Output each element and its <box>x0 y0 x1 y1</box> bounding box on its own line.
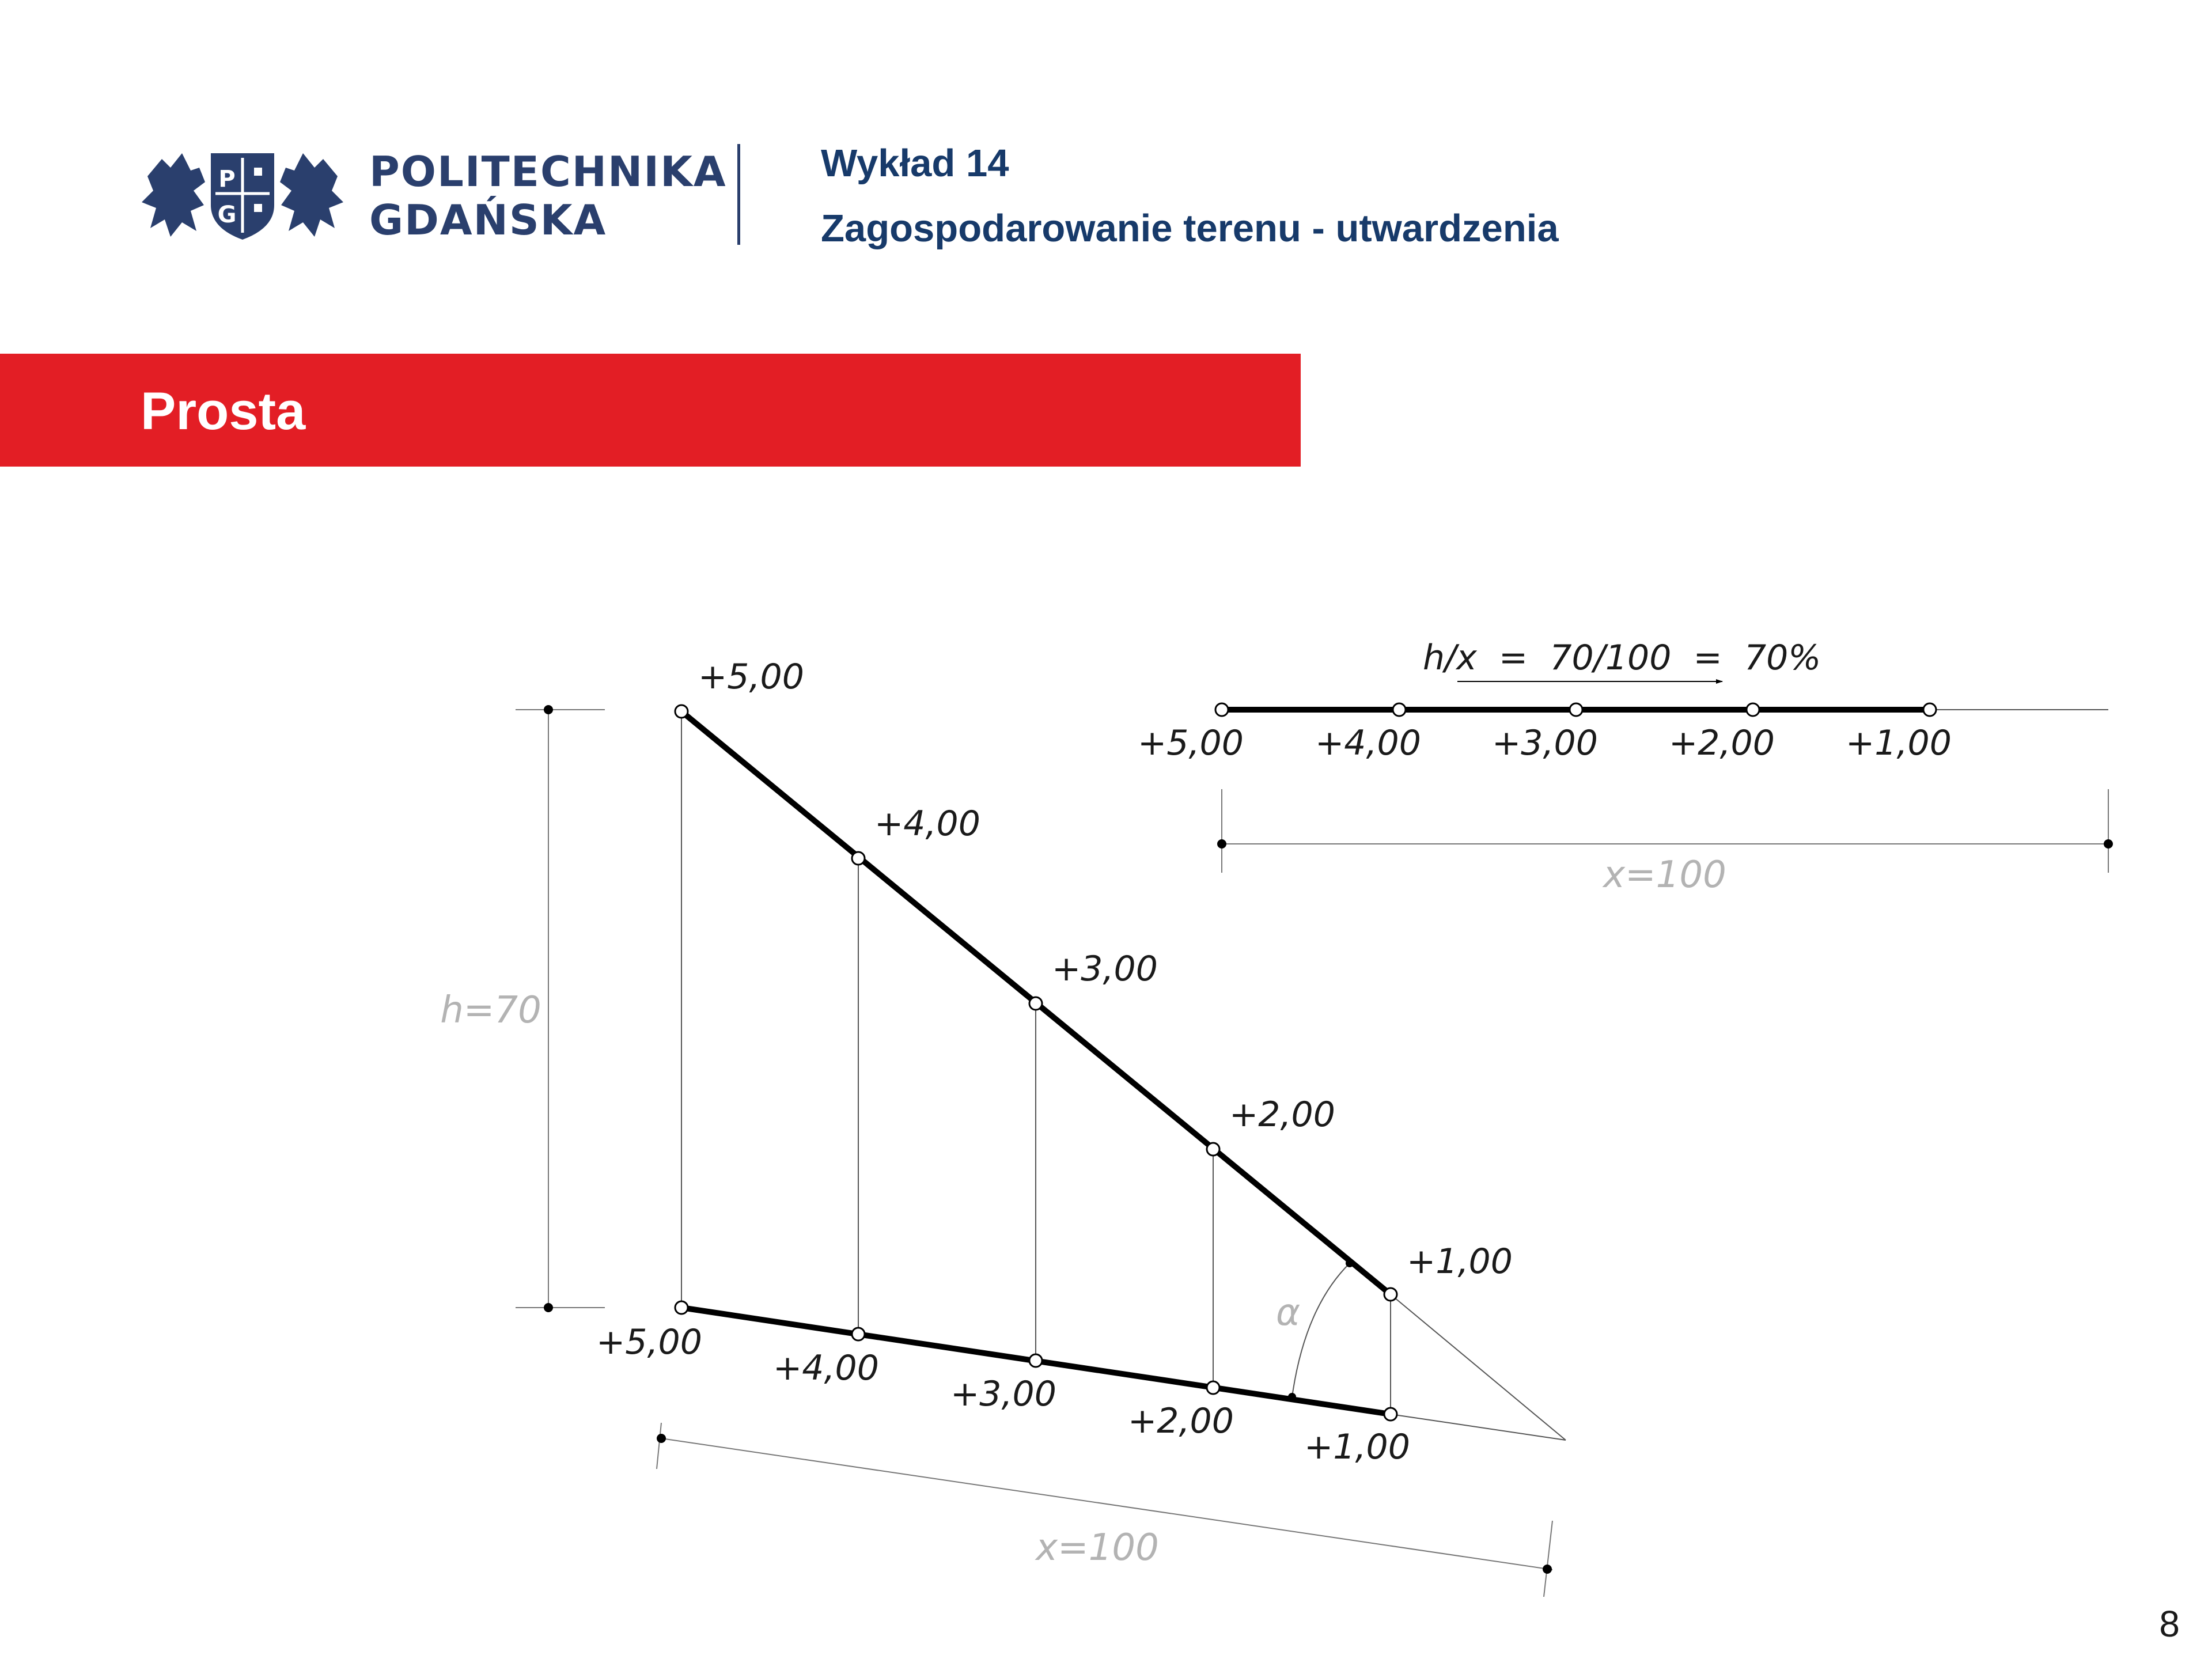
plan-point-2 <box>1392 702 1407 717</box>
slope-label-4: +2,00 <box>1229 1094 1335 1135</box>
plan-length-dim-label: x=100 <box>1602 854 1726 896</box>
plan-length-dimension: x=100 <box>1217 789 2113 896</box>
logo-wordmark: POLITECHNIKA GDAŃSKA <box>369 147 727 244</box>
plan-point-5 <box>1922 702 1937 717</box>
section-title: Prosta <box>141 382 306 441</box>
shield-letter-g: G <box>218 202 237 228</box>
politechnika-gdanska-logo: P G POLITECHNIKA GDAŃSKA <box>136 136 726 251</box>
height-dim-label: h=70 <box>440 989 541 1032</box>
angle-label: α <box>1276 1291 1300 1334</box>
plan-label-3: +3,00 <box>1492 723 1598 763</box>
section-banner: Prosta <box>0 354 1301 467</box>
page-number: 8 <box>2159 1603 2180 1645</box>
projection-lines <box>681 711 1391 1414</box>
slope-label-5: +1,00 <box>1407 1241 1513 1282</box>
length-dimension: x=100 <box>656 1422 1553 1597</box>
slope-point-5 <box>1383 1287 1398 1302</box>
plan-label-4: +2,00 <box>1669 723 1775 763</box>
base-label-5: +1,00 <box>1304 1427 1410 1467</box>
slope-label-1: +5,00 <box>698 657 804 697</box>
plan-point-3 <box>1569 702 1584 717</box>
base-point-1 <box>674 1300 689 1315</box>
base-point-2 <box>851 1327 866 1342</box>
slope-formula: h/x = 70/100 = 70% <box>1423 638 1821 678</box>
base-label-3: +3,00 <box>950 1374 1056 1414</box>
plan-label-2: +4,00 <box>1315 723 1421 763</box>
lecture-topic: Zagospodarowanie terenu - utwardzenia <box>821 207 1559 250</box>
length-dim-label: x=100 <box>1035 1527 1159 1569</box>
header-divider <box>737 144 740 245</box>
griffin-shield-emblem-icon: P G <box>142 153 343 240</box>
base-point-5 <box>1383 1407 1398 1422</box>
base-point-4 <box>1206 1380 1221 1395</box>
slope-point-1 <box>674 704 689 719</box>
plan-label-1: +5,00 <box>1138 723 1244 763</box>
base-label-4: +2,00 <box>1128 1401 1234 1441</box>
logo-line-1: POLITECHNIKA <box>369 147 727 196</box>
angle-arc <box>1291 1263 1350 1397</box>
construction-lines <box>1390 1294 1566 1441</box>
slope-label-3: +3,00 <box>1052 949 1158 989</box>
plan-point-4 <box>1745 702 1760 717</box>
slope-point-4 <box>1206 1142 1221 1157</box>
plan-label-5: +1,00 <box>1846 723 1952 763</box>
shield-letter-p: P <box>218 166 235 192</box>
base-label-1: +5,00 <box>596 1322 702 1362</box>
plan-points <box>1214 702 1937 717</box>
slope-point-3 <box>1028 996 1043 1011</box>
base-points <box>674 1300 1398 1422</box>
base-point-3 <box>1028 1353 1043 1368</box>
slope-label-2: +4,00 <box>874 804 980 844</box>
logo-line-2: GDAŃSKA <box>369 196 607 244</box>
slope-point-2 <box>851 851 866 866</box>
plan-point-1 <box>1214 702 1229 717</box>
height-dimension: h=70 <box>440 705 605 1312</box>
base-label-2: +4,00 <box>773 1348 879 1388</box>
lecture-number: Wykład 14 <box>821 142 1009 185</box>
slope-points <box>674 704 1398 1302</box>
